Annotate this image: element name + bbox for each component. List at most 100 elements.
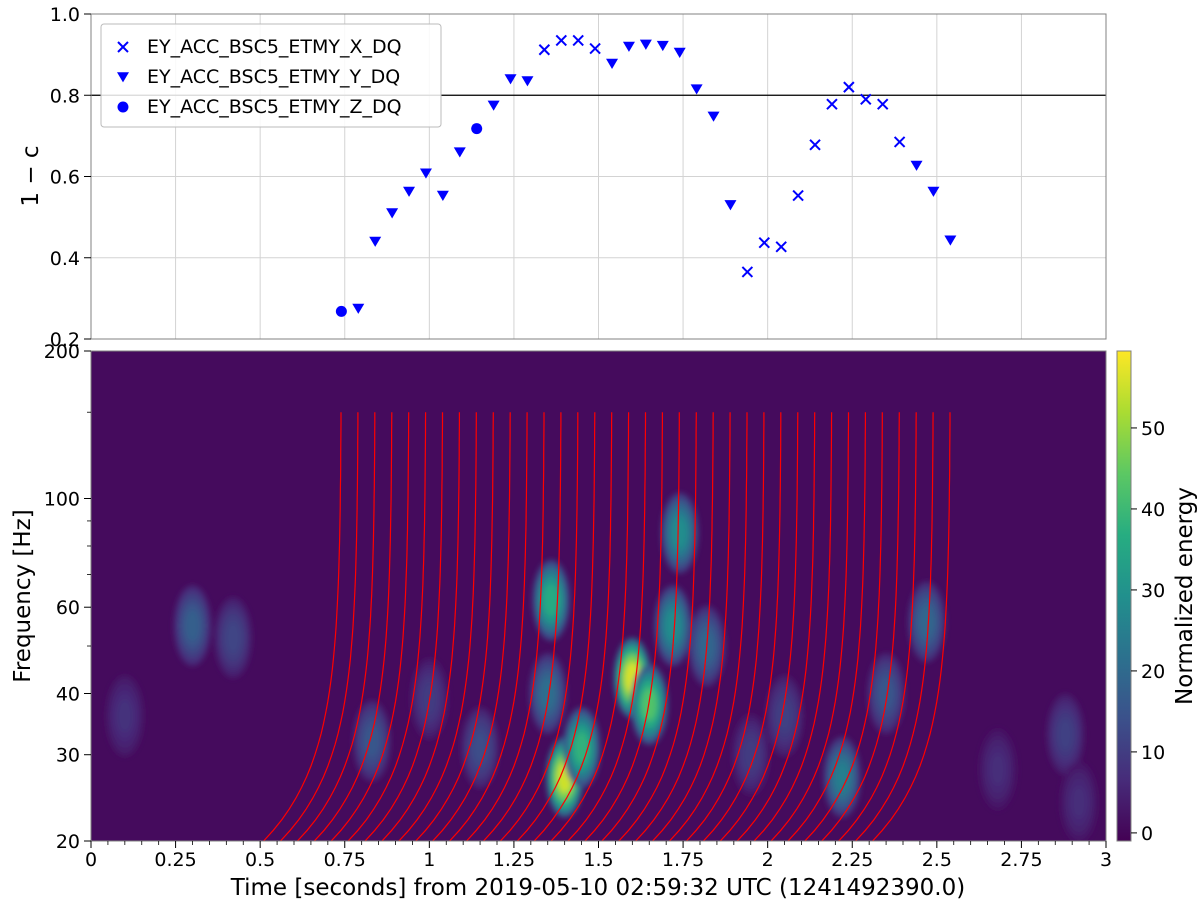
- x-tick-label: 3: [1100, 849, 1112, 871]
- point-triangle-down: [673, 47, 686, 58]
- energy-blob: [472, 731, 488, 764]
- point-triangle-down: [724, 200, 737, 211]
- point-triangle-down: [707, 111, 720, 122]
- point-x: [826, 98, 838, 110]
- x-tick-label: 0.5: [245, 849, 275, 871]
- energy-blob: [878, 677, 894, 710]
- chirp-track: [567, 412, 647, 841]
- marker-stroke: [741, 266, 754, 278]
- legend-frame: [100, 23, 442, 128]
- chirp-track: [770, 412, 850, 841]
- point-triangle-down: [690, 84, 703, 95]
- legend-marker: [117, 41, 129, 53]
- chirp-tracks: [263, 412, 951, 841]
- energy-blob: [225, 621, 241, 654]
- top-y-tick-label: 1.0: [50, 4, 80, 26]
- energy-blob: [540, 677, 556, 710]
- marker-stroke: [555, 34, 567, 47]
- chirp-track: [516, 412, 596, 841]
- x-tick-label: 2.75: [1000, 849, 1042, 871]
- marker-stroke: [572, 34, 584, 47]
- chirp-track: [533, 412, 613, 841]
- chirp-track: [398, 412, 477, 841]
- point-triangle-down: [352, 303, 365, 314]
- chirp-track: [855, 412, 934, 841]
- top-y-ticks: 0.2 0.4 0.6 0.8 1.0: [50, 4, 91, 351]
- chirp-track: [821, 412, 900, 841]
- legend-x-label: EY_ACC_BSC5_ETMY_X_DQ: [147, 36, 402, 58]
- top-panel: 0.2 0.4 0.6 0.8 1.0 1 − c EY_ACC_BSC5_ETMY_X…: [18, 4, 1107, 351]
- y-tick-label: 60: [56, 597, 80, 619]
- top-markers: [335, 34, 957, 317]
- marker-stroke: [775, 241, 787, 253]
- bottom-x-ticks: 0 0.25 0.5 0.75 1 1.25 1.5 1.75 2 2.25 2.5 2.75 3: [85, 841, 1112, 871]
- legend-item-x: EY_ACC_BSC5_ETMY_X_DQ: [117, 36, 402, 58]
- colorbar-tick-label: 30: [1141, 580, 1165, 602]
- point-x: [860, 93, 872, 106]
- chirp-track: [702, 412, 782, 841]
- chirp-track: [686, 412, 765, 841]
- top-y-tick-label: 0.2: [50, 329, 80, 351]
- point-x: [572, 34, 584, 47]
- point-circle: [471, 123, 483, 135]
- chirp-track: [347, 412, 427, 841]
- bottom-y-ticks: 20 30 40 60 100 200: [44, 341, 91, 853]
- marker-stroke: [826, 98, 838, 110]
- chirp-track: [313, 412, 393, 841]
- marker-stroke: [589, 42, 601, 55]
- marker-stroke: [792, 189, 804, 202]
- chirp-track: [584, 412, 663, 841]
- marker-stroke: [876, 98, 889, 110]
- point-triangle-down: [910, 160, 923, 171]
- x-axis-label: Time [seconds] from 2019-05-10 02:59:32 …: [230, 875, 965, 901]
- x-tick-label: 2.5: [922, 849, 952, 871]
- energy-blob: [665, 609, 681, 642]
- chirp-track: [499, 412, 579, 841]
- bottom-y-axis-label: Frequency [Hz]: [10, 509, 36, 682]
- chirp-track: [804, 412, 883, 841]
- point-triangle-down: [504, 74, 517, 85]
- chirp-track: [330, 412, 410, 841]
- point-triangle-down: [944, 235, 957, 246]
- point-x: [893, 136, 906, 148]
- colorbar: 0 10 20 30 40 50 Normalized energy: [1116, 350, 1198, 845]
- point-triangle-down: [386, 208, 399, 219]
- y-tick-label: 200: [44, 341, 80, 363]
- top-y-tick-label: 0.6: [50, 167, 80, 189]
- point-triangle-down: [419, 168, 432, 179]
- point-x: [538, 44, 551, 56]
- chirp-track: [449, 412, 528, 841]
- point-triangle-down: [639, 39, 652, 50]
- point-x: [758, 237, 770, 249]
- point-triangle-down: [453, 147, 466, 158]
- point-triangle-down: [927, 186, 940, 197]
- chirp-track: [601, 412, 680, 841]
- point-triangle-down: [606, 58, 619, 69]
- legend-x-marker: [117, 41, 129, 53]
- point-circle: [335, 305, 347, 317]
- top-y-tick-label: 0.4: [50, 248, 80, 270]
- point-x: [589, 42, 601, 55]
- legend-item-y: EY_ACC_BSC5_ETMY_Y_DQ: [117, 66, 400, 88]
- chirp-track: [381, 412, 460, 841]
- chirp-track: [280, 412, 359, 841]
- marker-stroke: [538, 44, 551, 56]
- legend-marker: [117, 72, 129, 83]
- y-tick-label: 40: [56, 683, 80, 705]
- marker-stroke: [809, 139, 821, 151]
- point-triangle-down: [487, 100, 500, 111]
- point-x: [809, 139, 821, 151]
- energy-blob: [543, 584, 559, 617]
- point-triangle-down: [403, 186, 416, 197]
- point-triangle-down: [656, 40, 669, 52]
- point-x: [843, 81, 855, 93]
- chirp-track: [872, 412, 951, 841]
- point-x: [741, 266, 754, 278]
- legend-marker: [117, 101, 129, 113]
- spectrogram: [91, 351, 1106, 841]
- colorbar-tick-label: 0: [1141, 823, 1153, 845]
- point-x: [775, 241, 787, 253]
- colorbar-tick-label: 40: [1141, 499, 1165, 521]
- colorbar-strip: [1116, 350, 1132, 842]
